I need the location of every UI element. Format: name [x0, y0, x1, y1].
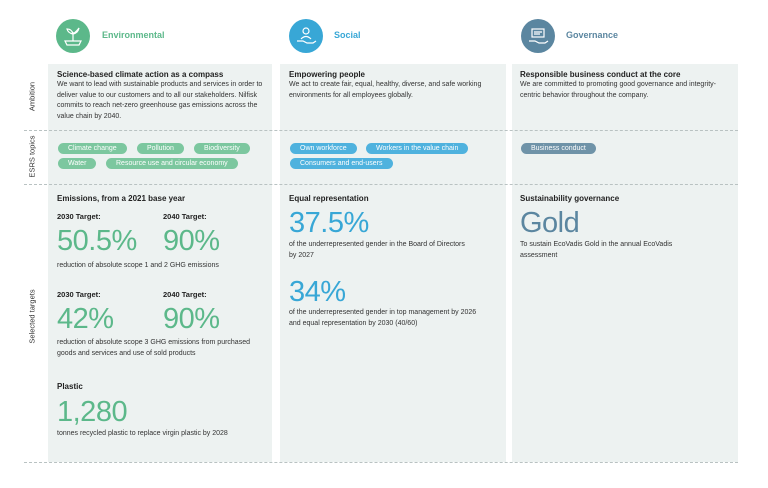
ambition-heading: Science-based climate action as a compas… [57, 70, 224, 79]
column-title: Social [334, 30, 361, 40]
ambition: Science-based climate action as a compas… [57, 70, 267, 122]
column-title: Environmental [102, 30, 165, 40]
ambition-heading: Empowering people [289, 70, 366, 79]
separator [24, 130, 738, 131]
target-label: 2040 Target: [163, 212, 207, 221]
ambition-heading: Responsible business conduct at the core [520, 70, 681, 79]
icon [289, 19, 323, 53]
column-title: Governance [566, 30, 619, 40]
topic-pill: Pollution [137, 143, 184, 154]
ambition-text: We want to lead with sustainable product… [57, 81, 263, 120]
ambition: Empowering people We act to create fair,… [289, 70, 501, 101]
topic-pill: Own workforce [290, 143, 357, 154]
ambition-text: We act to create fair, equal, healthy, d… [289, 81, 482, 99]
target-value: 90% [163, 225, 220, 257]
icon-glyph [529, 28, 549, 44]
target-heading: Emissions, from a 2021 base year [57, 194, 186, 203]
target-text: reduction of absolute scope 1 and 2 GHG … [57, 262, 219, 269]
target-value: 37.5% [289, 207, 369, 239]
target-value: 90% [163, 303, 220, 335]
separator [24, 184, 738, 185]
ambition: Responsible business conduct at the core… [520, 70, 732, 101]
topic-pill: Consumers and end-users [290, 158, 393, 169]
row-label: ESRS topics [27, 135, 37, 178]
icon [56, 19, 90, 53]
column-bg [280, 64, 506, 462]
target-text: To sustain EcoVadis Gold in the annual E… [520, 241, 673, 259]
target-value: 34% [289, 276, 346, 308]
target-heading: Equal representation [289, 194, 369, 203]
row-label: Selected targets [27, 289, 37, 344]
separator [24, 462, 738, 463]
target-text: of the underrepresented gender in top ma… [289, 309, 477, 327]
target-heading: Sustainability governance [520, 194, 620, 203]
target-label: 2040 Target: [163, 290, 207, 299]
topic-pill: Workers in the value chain [366, 143, 469, 154]
topic-pill: Water [58, 158, 97, 169]
target-text: tonnes recycled plastic to replace virgi… [57, 430, 228, 437]
icon-glyph [64, 27, 82, 46]
ambition-text: We are committed to promoting good gover… [520, 81, 716, 99]
target-label: 2030 Target: [57, 212, 101, 221]
target-value: 42% [57, 303, 114, 335]
icon-glyph [297, 27, 317, 44]
target-value: 1,280 [57, 396, 128, 428]
target-text: reduction of absolute scope 3 GHG emissi… [57, 339, 250, 357]
topic-pill: Business conduct [521, 143, 596, 154]
target-heading: Plastic [57, 382, 83, 391]
target-value: 50.5% [57, 225, 137, 257]
target-value: Gold [520, 207, 580, 239]
icon [521, 19, 555, 53]
topic-pill: Biodiversity [194, 143, 250, 154]
target-label: 2030 Target: [57, 290, 101, 299]
target-text: of the underrepresented gender in the Bo… [289, 241, 465, 259]
topic-pill: Resource use and circular economy [106, 158, 238, 169]
column-bg [512, 64, 738, 462]
topic-pill: Climate change [58, 143, 127, 154]
